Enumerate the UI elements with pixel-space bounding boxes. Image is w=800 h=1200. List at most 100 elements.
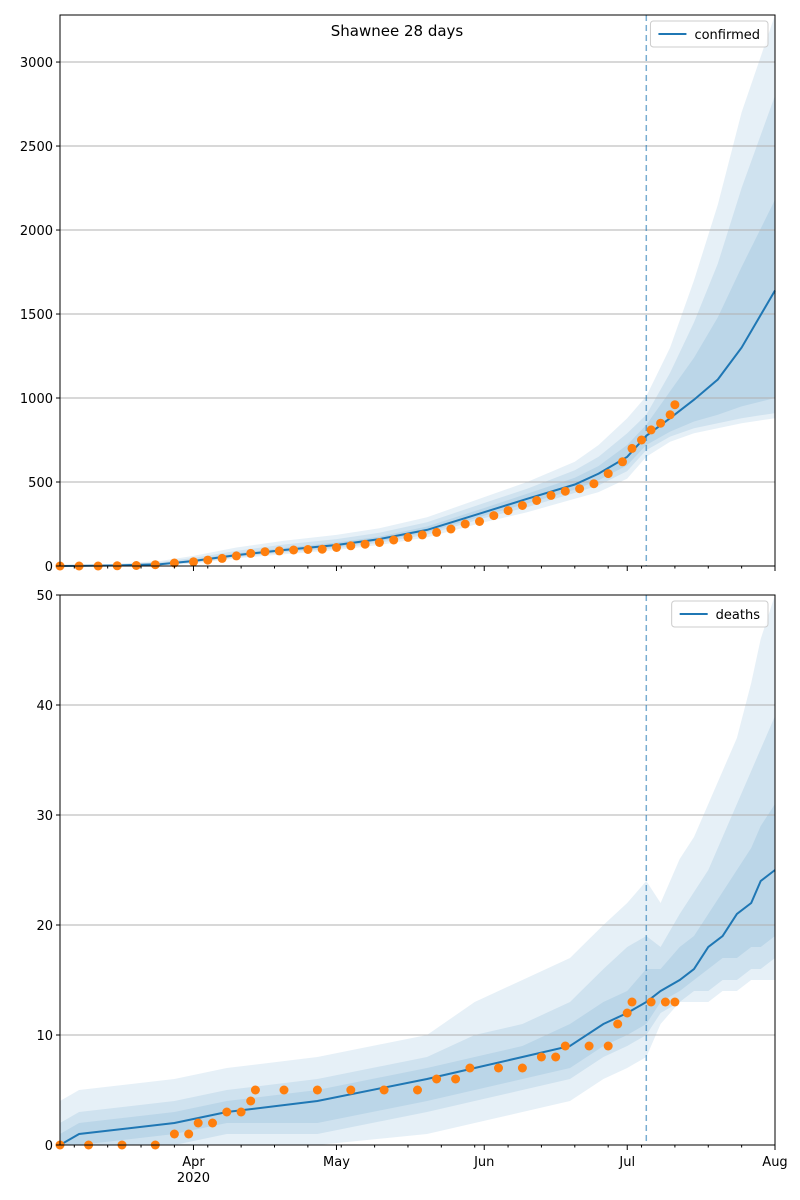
- observed-point: [646, 997, 656, 1007]
- observed-point: [670, 400, 680, 410]
- y-tick-label: 50: [36, 589, 53, 604]
- observed-point: [413, 1085, 422, 1095]
- observed-point: [660, 997, 670, 1007]
- x-tick-label: Jun: [473, 1155, 494, 1170]
- y-tick-label: 500: [28, 476, 53, 491]
- confirmed-median-line: [59, 289, 776, 567]
- observed-point: [618, 457, 627, 467]
- observed-point: [231, 551, 241, 561]
- observed-point: [246, 1096, 256, 1106]
- observed-point: [250, 1085, 260, 1095]
- observed-point: [536, 1052, 546, 1062]
- x-tick-label: May: [323, 1155, 350, 1170]
- observed-point: [184, 1129, 194, 1139]
- observed-point: [189, 557, 198, 567]
- y-tick-label: 1000: [20, 392, 53, 407]
- x-tick-label: Jul: [618, 1155, 635, 1170]
- confirmed-x-axis: [73, 566, 776, 571]
- observed-point: [389, 535, 399, 545]
- y-tick-label: 10: [36, 1029, 53, 1044]
- y-tick-label: 3000: [20, 56, 53, 71]
- observed-point: [150, 560, 160, 570]
- observed-point: [303, 545, 313, 554]
- x-year-label: 2020: [177, 1171, 210, 1186]
- legend-box: [671, 600, 769, 628]
- observed-point: [460, 519, 470, 529]
- observed-point: [560, 1041, 570, 1051]
- observed-point: [665, 410, 675, 420]
- confirmed-panel: 0 500 1000 1500 2000 2500 3000 confirmed: [20, 14, 776, 575]
- observed-point: [584, 1041, 594, 1051]
- observed-point: [332, 543, 341, 552]
- observed-point: [346, 1085, 356, 1095]
- observed-point: [374, 538, 384, 547]
- observed-point: [627, 997, 637, 1007]
- observed-point: [646, 425, 656, 435]
- observed-point: [432, 527, 442, 537]
- observed-point: [517, 1063, 527, 1073]
- observed-point: [622, 1008, 632, 1018]
- observed-point: [236, 1107, 246, 1117]
- observed-point: [656, 418, 666, 428]
- observed-point: [613, 1019, 623, 1029]
- observed-point: [379, 1085, 389, 1095]
- observed-point: [517, 501, 527, 510]
- deaths-axes-frame: [59, 594, 776, 1146]
- observed-point: [208, 1118, 217, 1128]
- observed-point: [274, 546, 284, 556]
- observed-point: [446, 524, 456, 534]
- observed-point: [494, 1063, 503, 1073]
- observed-point: [432, 1074, 442, 1084]
- observed-point: [360, 539, 370, 549]
- legend-label: confirmed: [694, 28, 760, 43]
- observed-point: [169, 1129, 179, 1139]
- observed-point: [475, 517, 484, 526]
- observed-point: [260, 547, 270, 557]
- confirmed-y-axis: 0 500 1000 1500 2000 2500 3000: [20, 56, 60, 575]
- observed-point: [603, 1041, 613, 1051]
- observed-point: [546, 490, 556, 500]
- observed-point: [589, 479, 599, 489]
- observed-point: [627, 443, 637, 453]
- y-tick-label: 2500: [20, 140, 53, 155]
- uncertainty-band: [60, 595, 775, 1145]
- confirmed-legend: confirmed: [649, 20, 769, 48]
- figure-title: Shawnee 28 days: [331, 22, 464, 40]
- median-line: [59, 289, 776, 567]
- y-tick-label: 20: [36, 919, 53, 934]
- x-tick-label: Apr: [182, 1155, 205, 1170]
- uncertainty-band: [60, 804, 775, 1145]
- confirmed-axes-frame: [59, 14, 776, 567]
- observed-point: [489, 511, 499, 521]
- deaths-observed-points: [55, 997, 680, 1150]
- observed-point: [403, 532, 413, 542]
- deaths-y-axis: 0 10 20 30 40 50: [36, 589, 60, 1154]
- observed-point: [575, 484, 585, 494]
- observed-point: [279, 1085, 289, 1095]
- observed-point: [551, 1052, 561, 1062]
- observed-point: [670, 997, 680, 1007]
- observed-point: [465, 1063, 475, 1073]
- observed-point: [203, 555, 213, 565]
- observed-point: [503, 506, 513, 516]
- observed-point: [637, 435, 646, 445]
- legend-label: deaths: [716, 608, 761, 623]
- x-tick-label: Aug: [762, 1155, 787, 1170]
- deaths-uncertainty-bands: [60, 595, 775, 1145]
- y-tick-label: 40: [36, 699, 53, 714]
- deaths-x-axis: Apr May Jun Jul Aug 2020: [73, 1145, 788, 1186]
- observed-point: [532, 496, 542, 505]
- observed-point: [451, 1074, 461, 1084]
- y-tick-label: 0: [45, 1139, 53, 1154]
- deaths-panel: 0 10 20 30 40 50 Apr May Jun Jul Aug 2020 deaths: [36, 589, 787, 1186]
- y-tick-label: 2000: [20, 224, 53, 239]
- observed-point: [193, 1118, 203, 1128]
- observed-point: [169, 558, 179, 568]
- observed-point: [603, 469, 613, 479]
- observed-point: [417, 530, 427, 540]
- observed-point: [222, 1107, 232, 1117]
- observed-point: [317, 544, 327, 554]
- observed-point: [312, 1085, 322, 1095]
- deaths-legend: deaths: [671, 600, 769, 628]
